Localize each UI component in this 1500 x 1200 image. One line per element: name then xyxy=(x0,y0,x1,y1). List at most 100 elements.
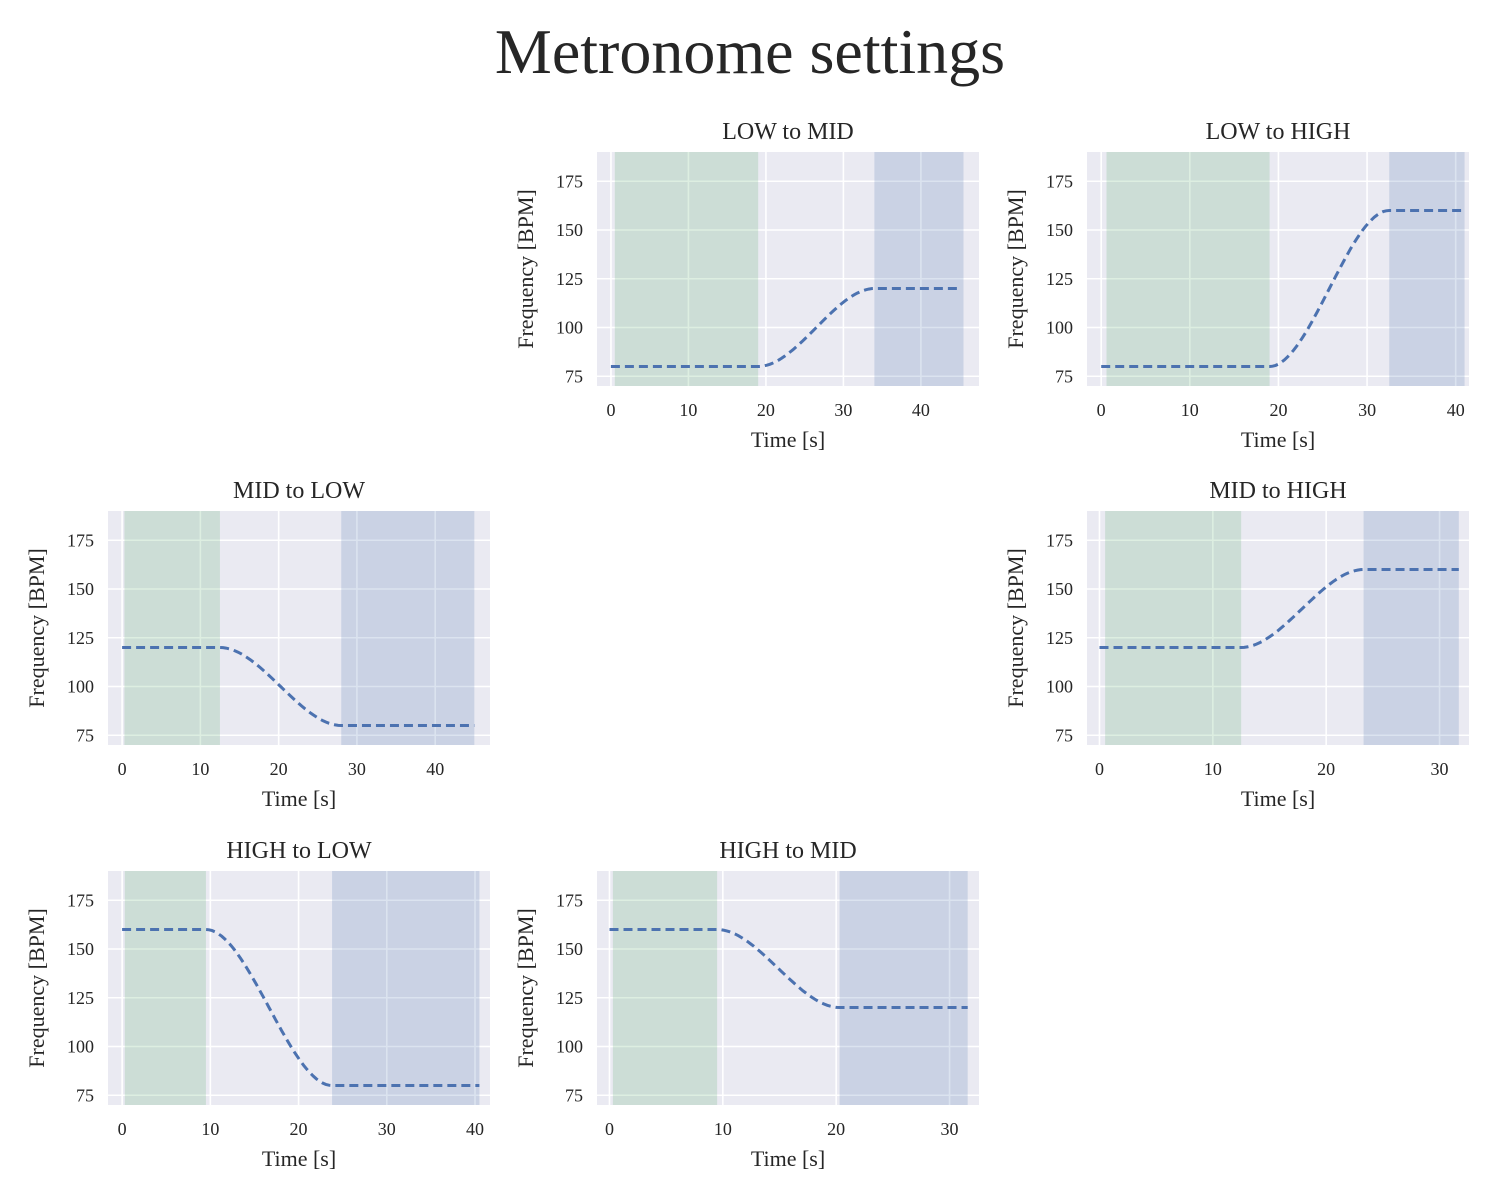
y-tick-label: 150 xyxy=(1046,579,1073,599)
x-tick-label: 30 xyxy=(348,759,366,779)
start-band xyxy=(124,871,206,1105)
y-tick-label: 150 xyxy=(556,939,583,959)
x-tick-label: 10 xyxy=(714,1119,732,1139)
x-tick-label: 40 xyxy=(1447,400,1465,420)
y-tick-label: 75 xyxy=(565,366,583,386)
x-tick-label: 20 xyxy=(1317,759,1335,779)
y-axis-label: Frequency [BPM] xyxy=(1003,189,1028,348)
y-axis-label: Frequency [BPM] xyxy=(513,908,538,1067)
plot-background xyxy=(597,152,979,386)
end-band xyxy=(341,511,475,745)
x-tick-label: 30 xyxy=(378,1119,396,1139)
y-tick-label: 75 xyxy=(76,725,94,745)
y-axis-label: Frequency [BPM] xyxy=(24,548,49,707)
subplot-title: HIGH to MID xyxy=(719,838,856,864)
subplot-3: 0 10 20 30 75 100 125 150 175 MID to HIGH Time [s]… xyxy=(1003,478,1469,811)
end-band xyxy=(332,871,480,1105)
y-tick-label: 100 xyxy=(67,677,94,697)
x-tick-label: 40 xyxy=(912,400,930,420)
subplot-5: 0 10 20 30 75 100 125 150 175 HIGH to MID Time [s]… xyxy=(513,838,979,1171)
x-axis-label: Time [s] xyxy=(1241,786,1315,811)
y-tick-label: 75 xyxy=(76,1085,94,1105)
subplot-title: MID to LOW xyxy=(233,478,365,504)
frequency-curve xyxy=(609,928,968,1009)
start-band xyxy=(1105,511,1242,745)
x-tick-label: 30 xyxy=(941,1119,959,1139)
x-axis-label: Time [s] xyxy=(1241,427,1315,452)
frequency-curve xyxy=(122,646,475,727)
x-tick-label: 10 xyxy=(191,759,209,779)
y-tick-label: 75 xyxy=(1055,366,1073,386)
subplot-0: 0 10 20 30 40 75 100 125 150 175 LOW to MID Time [s… xyxy=(513,119,979,452)
subplot-title: HIGH to LOW xyxy=(226,838,372,864)
y-tick-label: 150 xyxy=(1046,220,1073,240)
end-band xyxy=(839,871,968,1105)
plot-background xyxy=(108,511,490,745)
y-tick-label: 100 xyxy=(1046,677,1073,697)
x-tick-label: 20 xyxy=(1269,400,1287,420)
y-tick-label: 100 xyxy=(556,318,583,338)
x-tick-label: 0 xyxy=(605,1119,614,1139)
y-tick-label: 125 xyxy=(1046,269,1073,289)
x-tick-label: 0 xyxy=(1095,759,1104,779)
y-tick-label: 125 xyxy=(67,628,94,648)
x-tick-label: 0 xyxy=(606,400,615,420)
y-tick-label: 150 xyxy=(556,220,583,240)
x-tick-label: 40 xyxy=(426,759,444,779)
plot-background xyxy=(1087,511,1469,745)
y-tick-label: 125 xyxy=(556,269,583,289)
x-tick-label: 0 xyxy=(118,759,127,779)
x-tick-label: 10 xyxy=(1204,759,1222,779)
y-tick-label: 100 xyxy=(556,1037,583,1057)
y-tick-label: 150 xyxy=(67,579,94,599)
y-tick-label: 100 xyxy=(67,1037,94,1057)
end-band xyxy=(1363,511,1459,745)
subplot-2: 0 10 20 30 40 75 100 125 150 175 MID to LOW Time [s… xyxy=(24,478,490,811)
x-tick-label: 30 xyxy=(834,400,852,420)
y-axis-label: Frequency [BPM] xyxy=(513,189,538,348)
x-tick-label: 30 xyxy=(1358,400,1376,420)
y-tick-label: 175 xyxy=(1046,171,1073,191)
subplot-4: 0 10 20 30 40 75 100 125 150 175 HIGH to LOW Time [… xyxy=(24,838,490,1171)
x-tick-label: 30 xyxy=(1431,759,1449,779)
x-tick-label: 10 xyxy=(1181,400,1199,420)
frequency-curve xyxy=(1099,568,1459,649)
y-tick-label: 125 xyxy=(1046,628,1073,648)
subplot-title: LOW to MID xyxy=(722,119,854,145)
x-tick-label: 10 xyxy=(679,400,697,420)
x-tick-label: 0 xyxy=(1097,400,1106,420)
end-band xyxy=(874,152,964,386)
x-tick-label: 0 xyxy=(118,1119,127,1139)
y-axis-label: Frequency [BPM] xyxy=(24,908,49,1067)
y-tick-label: 100 xyxy=(1046,318,1073,338)
y-tick-label: 175 xyxy=(67,530,94,550)
start-band xyxy=(124,511,220,745)
figure-title: Metronome settings xyxy=(494,16,1006,87)
x-axis-label: Time [s] xyxy=(751,1146,825,1171)
x-tick-label: 20 xyxy=(290,1119,308,1139)
start-band xyxy=(1106,152,1270,386)
y-tick-label: 75 xyxy=(1055,725,1073,745)
frequency-curve xyxy=(1101,209,1465,368)
y-axis-label: Frequency [BPM] xyxy=(1003,548,1028,707)
y-tick-label: 150 xyxy=(67,939,94,959)
x-tick-label: 20 xyxy=(757,400,775,420)
subplot-1: 0 10 20 30 40 75 100 125 150 175 LOW to HIGH Time [… xyxy=(1003,119,1469,452)
y-tick-label: 125 xyxy=(556,988,583,1008)
frequency-curve xyxy=(610,287,960,368)
y-tick-label: 175 xyxy=(67,890,94,910)
frequency-curve xyxy=(122,928,480,1087)
x-axis-label: Time [s] xyxy=(262,1146,336,1171)
y-tick-label: 125 xyxy=(67,988,94,1008)
x-tick-label: 40 xyxy=(466,1119,484,1139)
start-band xyxy=(614,152,759,386)
y-tick-label: 75 xyxy=(565,1085,583,1105)
y-tick-label: 175 xyxy=(1046,530,1073,550)
x-tick-label: 10 xyxy=(201,1119,219,1139)
x-tick-label: 20 xyxy=(827,1119,845,1139)
y-tick-label: 175 xyxy=(556,171,583,191)
subplot-title: MID to HIGH xyxy=(1209,478,1346,504)
x-axis-label: Time [s] xyxy=(262,786,336,811)
end-band xyxy=(1389,152,1465,386)
